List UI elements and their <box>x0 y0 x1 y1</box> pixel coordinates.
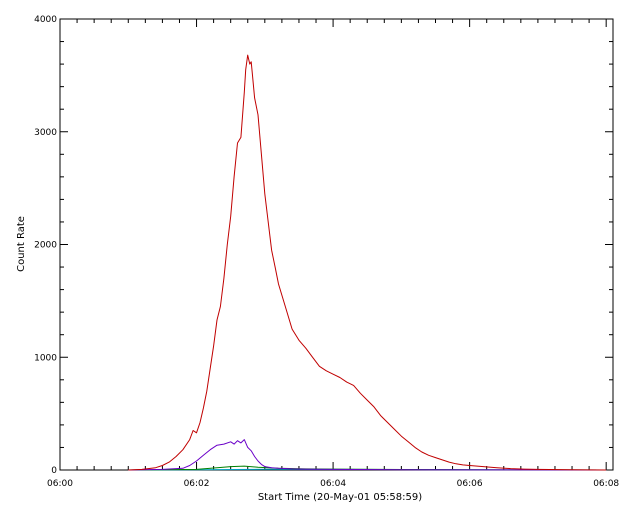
x-tick-label: 06:02 <box>184 479 210 489</box>
x-tick-label: 06:04 <box>320 479 346 489</box>
x-axis-title: Start Time (20-May-01 05:58:59) <box>258 492 422 503</box>
data-series <box>128 54 607 471</box>
x-tick-label: 06:08 <box>593 479 619 489</box>
y-tick-label: 4000 <box>34 15 57 25</box>
x-tick-label: 06:06 <box>457 479 483 489</box>
x-tick-label: 06:00 <box>47 479 73 489</box>
series-line-1 <box>128 439 607 471</box>
y-tick-label: 1000 <box>34 353 57 363</box>
y-axis-title: Count Rate <box>16 216 27 272</box>
plot-frame <box>59 18 614 471</box>
axis-ticks <box>59 18 613 471</box>
tick-labels: 06:00 06:02 06:04 06:06 06:08 0 1000 2000 3000 40… <box>34 15 619 489</box>
y-tick-label: 2000 <box>34 241 57 251</box>
series-line-0 <box>128 54 607 471</box>
y-tick-label: 3000 <box>34 128 57 138</box>
y-tick-label: 0 <box>51 466 57 476</box>
